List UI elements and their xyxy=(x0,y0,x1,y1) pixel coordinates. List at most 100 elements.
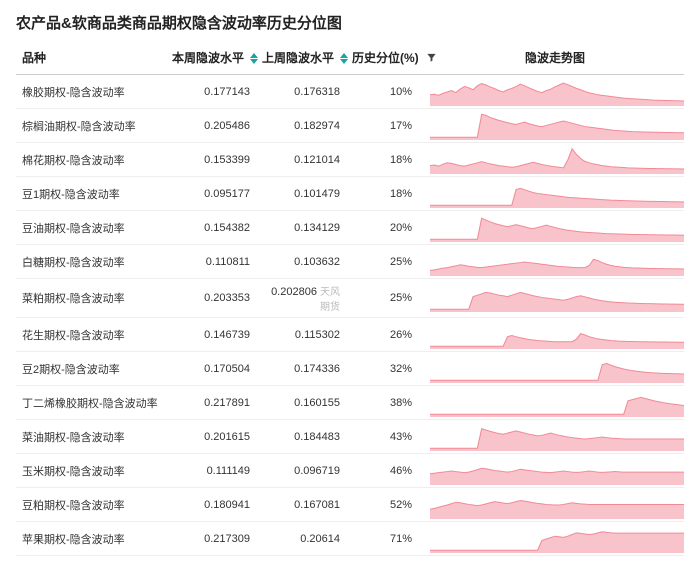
cell-this-week: 0.146739 xyxy=(166,318,256,352)
table-row: 豆油期权-隐含波动率0.1543820.13412920% xyxy=(16,211,684,245)
cell-percentile: 52% xyxy=(346,488,426,522)
cell-percentile: 32% xyxy=(346,352,426,386)
table-row: 白糖期权-隐含波动率0.1108110.10363225% xyxy=(16,245,684,279)
cell-sparkline xyxy=(426,245,684,279)
col-header-prev[interactable]: 上周隐波水平 xyxy=(256,43,346,75)
cell-name: 白糖期权-隐含波动率 xyxy=(16,245,166,279)
cell-sparkline xyxy=(426,177,684,211)
table-row: 玉米期权-隐含波动率0.1111490.09671946% xyxy=(16,454,684,488)
table-row: 菜油期权-隐含波动率0.2016150.18448343% xyxy=(16,420,684,454)
cell-this-week: 0.095177 xyxy=(166,177,256,211)
table-row: 花生期权-隐含波动率0.1467390.11530226% xyxy=(16,318,684,352)
sparkline-chart xyxy=(430,389,684,417)
sparkline-chart xyxy=(430,180,684,208)
cell-percentile: 25% xyxy=(346,245,426,279)
table-row: 棉花期权-隐含波动率0.1533990.12101418% xyxy=(16,143,684,177)
sparkline-chart xyxy=(430,457,684,485)
cell-this-week: 0.217891 xyxy=(166,386,256,420)
cell-percentile: 10% xyxy=(346,75,426,109)
cell-this-week: 0.203353 xyxy=(166,279,256,318)
cell-this-week: 0.180941 xyxy=(166,488,256,522)
cell-sparkline xyxy=(426,109,684,143)
cell-sparkline xyxy=(426,352,684,386)
cell-last-week: 0.182974 xyxy=(256,109,346,143)
cell-percentile: 18% xyxy=(346,177,426,211)
cell-percentile: 17% xyxy=(346,109,426,143)
watermark: 天风期货 xyxy=(320,287,340,313)
volatility-table: 品种 本周隐波水平 上周隐波水平 历史分位(%) 隐波走势图 橡胶期权-隐含波动… xyxy=(16,43,684,556)
cell-sparkline xyxy=(426,488,684,522)
cell-last-week: 0.174336 xyxy=(256,352,346,386)
sparkline-chart xyxy=(430,112,684,140)
cell-name: 豆油期权-隐含波动率 xyxy=(16,211,166,245)
cell-name: 豆2期权-隐含波动率 xyxy=(16,352,166,386)
cell-this-week: 0.205486 xyxy=(166,109,256,143)
cell-name: 菜油期权-隐含波动率 xyxy=(16,420,166,454)
cell-sparkline xyxy=(426,318,684,352)
cell-name: 棉花期权-隐含波动率 xyxy=(16,143,166,177)
sparkline-chart xyxy=(430,214,684,242)
table-row: 豆2期权-隐含波动率0.1705040.17433632% xyxy=(16,352,684,386)
sparkline-chart xyxy=(430,78,684,106)
table-row: 苹果期权-隐含波动率0.2173090.2061471% xyxy=(16,522,684,556)
cell-this-week: 0.170504 xyxy=(166,352,256,386)
cell-name: 豆1期权-隐含波动率 xyxy=(16,177,166,211)
cell-this-week: 0.177143 xyxy=(166,75,256,109)
cell-sparkline xyxy=(426,420,684,454)
cell-last-week: 0.103632 xyxy=(256,245,346,279)
cell-last-week: 0.160155 xyxy=(256,386,346,420)
cell-percentile: 38% xyxy=(346,386,426,420)
cell-this-week: 0.153399 xyxy=(166,143,256,177)
cell-last-week: 0.121014 xyxy=(256,143,346,177)
cell-last-week: 0.20614 xyxy=(256,522,346,556)
cell-sparkline xyxy=(426,522,684,556)
cell-this-week: 0.111149 xyxy=(166,454,256,488)
cell-percentile: 18% xyxy=(346,143,426,177)
cell-sparkline xyxy=(426,143,684,177)
cell-this-week: 0.110811 xyxy=(166,245,256,279)
cell-last-week: 0.167081 xyxy=(256,488,346,522)
cell-percentile: 20% xyxy=(346,211,426,245)
cell-sparkline xyxy=(426,211,684,245)
cell-percentile: 71% xyxy=(346,522,426,556)
sparkline-chart xyxy=(430,355,684,383)
sparkline-chart xyxy=(430,146,684,174)
sort-icon[interactable] xyxy=(340,53,348,64)
page-title: 农产品&软商品类商品期权隐含波动率历史分位图 xyxy=(16,12,684,33)
cell-last-week: 0.096719 xyxy=(256,454,346,488)
cell-percentile: 43% xyxy=(346,420,426,454)
sparkline-chart xyxy=(430,284,684,312)
sparkline-chart xyxy=(430,525,684,553)
sparkline-chart xyxy=(430,321,684,349)
cell-last-week: 0.101479 xyxy=(256,177,346,211)
table-header-row: 品种 本周隐波水平 上周隐波水平 历史分位(%) 隐波走势图 xyxy=(16,43,684,75)
cell-last-week: 0.176318 xyxy=(256,75,346,109)
cell-this-week: 0.217309 xyxy=(166,522,256,556)
sparkline-chart xyxy=(430,423,684,451)
cell-name: 苹果期权-隐含波动率 xyxy=(16,522,166,556)
cell-name: 菜粕期权-隐含波动率 xyxy=(16,279,166,318)
sparkline-chart xyxy=(430,248,684,276)
cell-name: 丁二烯橡胶期权-隐含波动率 xyxy=(16,386,166,420)
cell-last-week: 0.184483 xyxy=(256,420,346,454)
sort-icon[interactable] xyxy=(250,53,258,64)
cell-sparkline xyxy=(426,75,684,109)
cell-last-week: 0.202806 天风期货 xyxy=(256,279,346,318)
table-row: 棕榈油期权-隐含波动率0.2054860.18297417% xyxy=(16,109,684,143)
filter-icon[interactable] xyxy=(426,52,437,66)
cell-sparkline xyxy=(426,386,684,420)
cell-sparkline xyxy=(426,279,684,318)
table-row: 橡胶期权-隐含波动率0.1771430.17631810% xyxy=(16,75,684,109)
col-header-week[interactable]: 本周隐波水平 xyxy=(166,43,256,75)
cell-percentile: 26% xyxy=(346,318,426,352)
cell-last-week: 0.134129 xyxy=(256,211,346,245)
cell-name: 橡胶期权-隐含波动率 xyxy=(16,75,166,109)
table-row: 丁二烯橡胶期权-隐含波动率0.2178910.16015538% xyxy=(16,386,684,420)
cell-name: 花生期权-隐含波动率 xyxy=(16,318,166,352)
col-header-pct[interactable]: 历史分位(%) xyxy=(346,43,426,75)
col-header-name[interactable]: 品种 xyxy=(16,43,166,75)
table-row: 豆粕期权-隐含波动率0.1809410.16708152% xyxy=(16,488,684,522)
cell-name: 豆粕期权-隐含波动率 xyxy=(16,488,166,522)
cell-this-week: 0.201615 xyxy=(166,420,256,454)
table-row: 菜粕期权-隐含波动率0.2033530.202806 天风期货25% xyxy=(16,279,684,318)
